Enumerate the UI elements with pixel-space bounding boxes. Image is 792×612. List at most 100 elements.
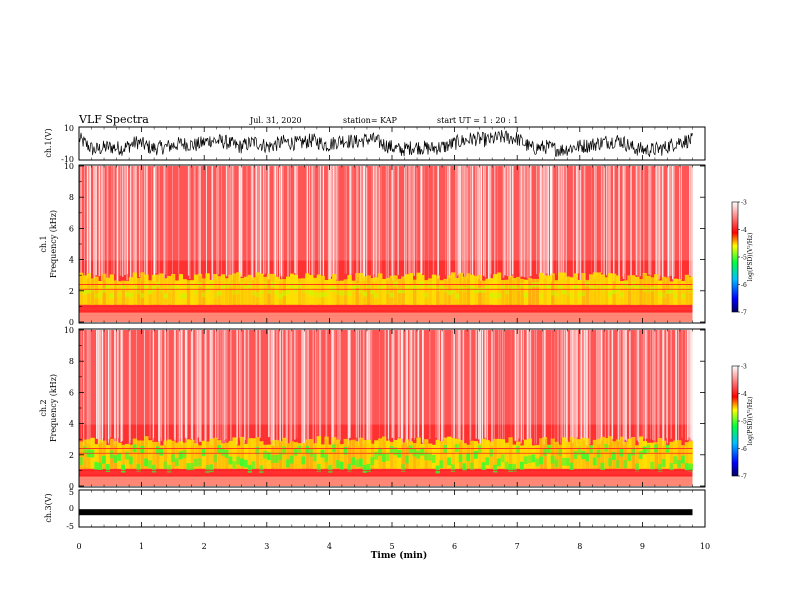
spec-streak: [659, 166, 661, 279]
spec-band-cell: [454, 438, 460, 469]
spec-streak: [334, 330, 336, 442]
spec-band-cell: [531, 278, 536, 305]
spec-streak: [624, 330, 627, 440]
x-tick-label: 5: [389, 542, 394, 551]
spec-streak: [260, 166, 262, 274]
spec-streak: [409, 330, 412, 441]
spec-band-cell: [128, 277, 134, 305]
spec-streak: [311, 166, 313, 276]
spec-band-green: [243, 285, 249, 290]
spec-band-green: [443, 287, 448, 293]
spec-streak: [558, 166, 559, 274]
spec-streak: [307, 330, 309, 441]
spec-band-green: [182, 450, 187, 458]
spec-streak: [412, 166, 413, 279]
spec-band-cell: [546, 275, 552, 305]
spec-band-cell: [669, 441, 674, 469]
spec-band-green: [293, 447, 299, 456]
spec-streak: [238, 166, 241, 283]
spec-band-cell: [681, 280, 686, 305]
ch2-spec-ylabel-line2: Frequency (kHz): [49, 374, 58, 442]
spec-low-band: [79, 312, 693, 322]
spec-band-cell: [355, 441, 360, 469]
spec-ytick-label: 8: [69, 357, 74, 366]
spec-streak: [319, 166, 322, 277]
spec-streak: [349, 166, 351, 277]
spec-band-green: [178, 293, 184, 299]
spec-streak: [98, 166, 101, 277]
spec-streak: [522, 330, 524, 440]
spec-band-green: [688, 463, 693, 472]
spec-band-green: [240, 458, 245, 467]
spec-band-cell: [688, 276, 693, 305]
spec-streak: [461, 166, 463, 282]
spec-streak: [463, 166, 464, 274]
spec-ytick-label: 4: [69, 420, 74, 429]
spec-streak: [158, 166, 160, 282]
spec-streak: [560, 166, 562, 279]
spec-band-green: [627, 453, 632, 461]
ch2-spectrogram-panel: 0 2 4 6 8 10 ch.2 Frequency (kHz) -3 -4 -5 -6 -7 l…: [39, 326, 754, 491]
spec-band-cell: [320, 275, 325, 305]
spec-streak: [559, 166, 560, 281]
spec-band-green: [113, 455, 118, 463]
spec-band-green: [263, 281, 268, 287]
spec-streak: [226, 166, 228, 277]
spec-band-cell: [274, 439, 279, 469]
spec-streak: [603, 166, 605, 277]
spec-band-green: [389, 446, 394, 454]
spec-band-cell: [608, 436, 613, 469]
spec-band-green: [378, 286, 383, 291]
spec-band-green: [554, 459, 559, 468]
spec-streak: [289, 166, 291, 274]
spec-band-green: [190, 463, 195, 471]
spec-streak: [620, 330, 621, 443]
spec-band-cell: [328, 444, 333, 469]
spec-band-green: [508, 464, 513, 472]
spec-band-green: [289, 283, 295, 288]
spec-streak: [404, 166, 406, 282]
spec-streak: [372, 166, 375, 282]
spec-streak: [488, 166, 490, 280]
spec-band-green: [94, 293, 99, 299]
spec-streak: [527, 330, 529, 440]
spec-streak: [613, 166, 615, 282]
spec-band-cell: [228, 440, 233, 469]
spec-streak: [594, 166, 596, 279]
spec-streak: [566, 330, 568, 444]
spec-streak: [563, 166, 565, 282]
spec-streak: [588, 330, 591, 445]
colorbar-tick-label: -5: [741, 419, 747, 426]
spec-band-green: [573, 284, 578, 289]
spec-streak: [629, 330, 631, 446]
spec-band-green: [274, 455, 279, 463]
spec-streak: [391, 166, 393, 279]
spec-band-cell: [144, 436, 149, 469]
x-tick-label: 8: [577, 542, 582, 551]
spec-streak: [105, 330, 107, 446]
spec-streak: [281, 166, 282, 277]
spec-band-green: [247, 282, 253, 288]
spec-streak: [95, 166, 97, 276]
spec-band-green: [397, 449, 402, 458]
spec-band-cell: [385, 277, 391, 305]
spec-band-green: [343, 446, 348, 455]
spec-streak: [369, 330, 370, 445]
spec-streak: [600, 166, 603, 274]
spec-band-cell: [512, 278, 517, 305]
spec-band-green: [266, 289, 272, 294]
spec-streak: [225, 330, 227, 439]
spec-streak: [228, 166, 229, 281]
spec-streak: [272, 330, 274, 445]
spec-streak: [164, 166, 167, 275]
spec-band-cell: [562, 272, 567, 305]
spec-band-cell: [462, 443, 467, 469]
spec-streak: [575, 166, 578, 279]
spec-streak: [563, 330, 565, 441]
spec-streak: [271, 330, 273, 446]
spec-streak: [519, 166, 521, 278]
spec-band-green: [117, 453, 122, 461]
spec-streak: [538, 166, 541, 277]
spec-streak: [666, 330, 668, 438]
spec-band-green: [136, 289, 141, 295]
